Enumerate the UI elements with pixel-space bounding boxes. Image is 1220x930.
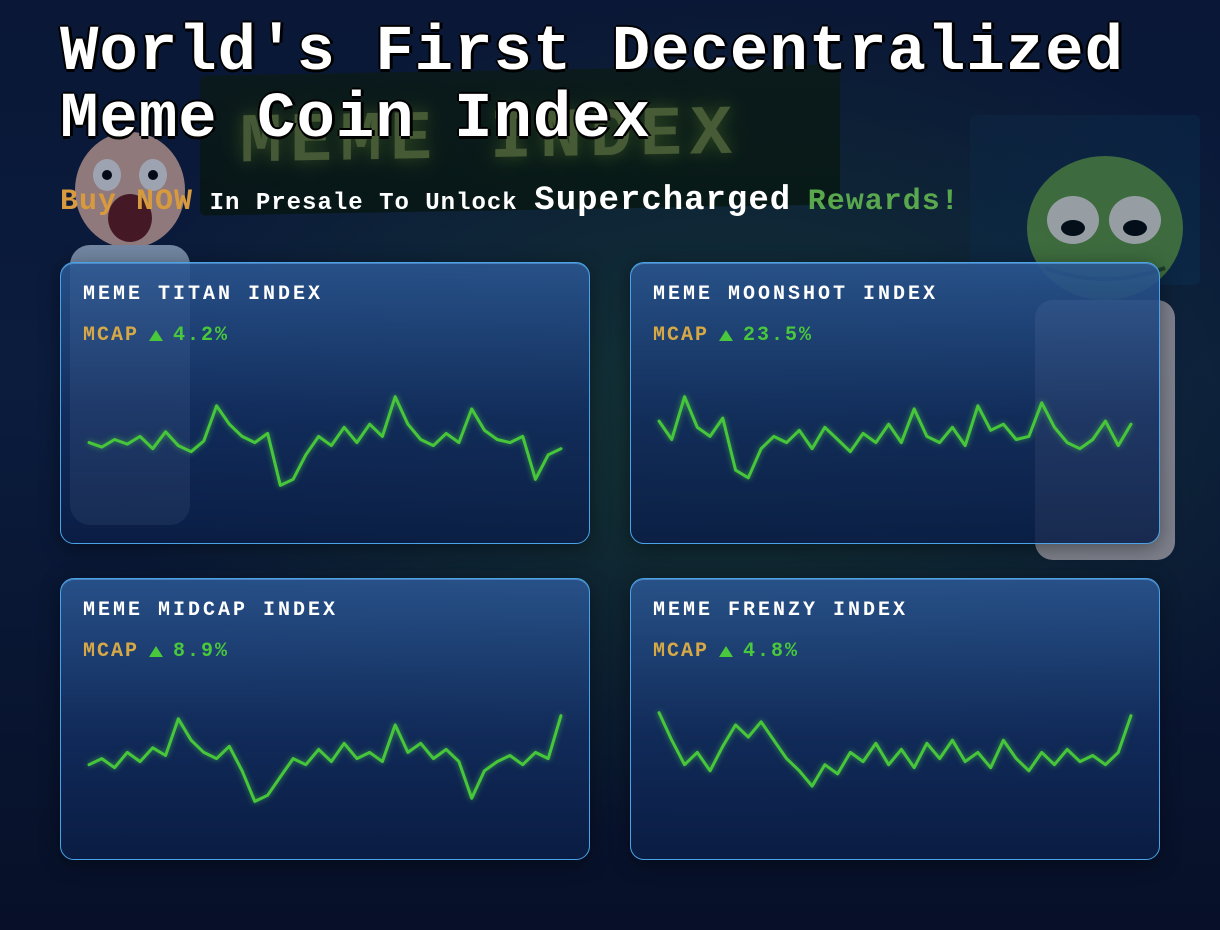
index-card[interactable]: MEME MOONSHOT INDEX MCAP 23.5% — [630, 262, 1160, 544]
trend-up-icon — [719, 330, 733, 341]
mcap-percent: 4.8% — [743, 640, 799, 663]
page-title: World's First Decentralized Meme Coin In… — [60, 20, 1160, 154]
mcap-row: MCAP 4.2% — [83, 324, 567, 347]
sparkline-path — [659, 397, 1131, 478]
card-title: MEME FRENZY INDEX — [653, 599, 1137, 622]
mcap-label: MCAP — [83, 640, 139, 663]
subtitle-part-green: Rewards! — [808, 185, 960, 219]
card-title: MEME MOONSHOT INDEX — [653, 283, 1137, 306]
card-title: MEME TITAN INDEX — [83, 283, 567, 306]
mcap-row: MCAP 8.9% — [83, 640, 567, 663]
subtitle: Buy NOW In Presale To Unlock Supercharge… — [60, 182, 1160, 220]
mcap-label: MCAP — [83, 324, 139, 347]
sparkline-chart — [83, 673, 567, 838]
title-line-1: World's First Decentralized — [60, 17, 1124, 89]
index-card[interactable]: MEME FRENZY INDEX MCAP 4.8% — [630, 578, 1160, 860]
trend-up-icon — [719, 646, 733, 657]
mcap-percent: 8.9% — [173, 640, 229, 663]
sparkline-path — [89, 397, 561, 486]
index-card[interactable]: MEME MIDCAP INDEX MCAP 8.9% — [60, 578, 590, 860]
sparkline-path — [659, 713, 1131, 786]
sparkline-chart — [653, 673, 1137, 838]
mcap-row: MCAP 23.5% — [653, 324, 1137, 347]
title-line-2: Meme Coin Index — [60, 84, 651, 156]
subtitle-part-white: In Presale To Unlock — [210, 190, 518, 217]
trend-up-icon — [149, 330, 163, 341]
index-card[interactable]: MEME TITAN INDEX MCAP 4.2% — [60, 262, 590, 544]
subtitle-cta-orange: Buy NOW — [60, 185, 193, 219]
mcap-label: MCAP — [653, 640, 709, 663]
card-title: MEME MIDCAP INDEX — [83, 599, 567, 622]
mcap-label: MCAP — [653, 324, 709, 347]
sparkline-chart — [83, 357, 567, 522]
sparkline-path — [89, 716, 561, 802]
sparkline-chart — [653, 357, 1137, 522]
mcap-row: MCAP 4.8% — [653, 640, 1137, 663]
mcap-percent: 23.5% — [743, 324, 813, 347]
mcap-percent: 4.2% — [173, 324, 229, 347]
subtitle-part-emph: Supercharged — [534, 182, 791, 220]
index-cards-grid: MEME TITAN INDEX MCAP 4.2% MEME MOONSHOT IN… — [60, 262, 1160, 860]
trend-up-icon — [149, 646, 163, 657]
